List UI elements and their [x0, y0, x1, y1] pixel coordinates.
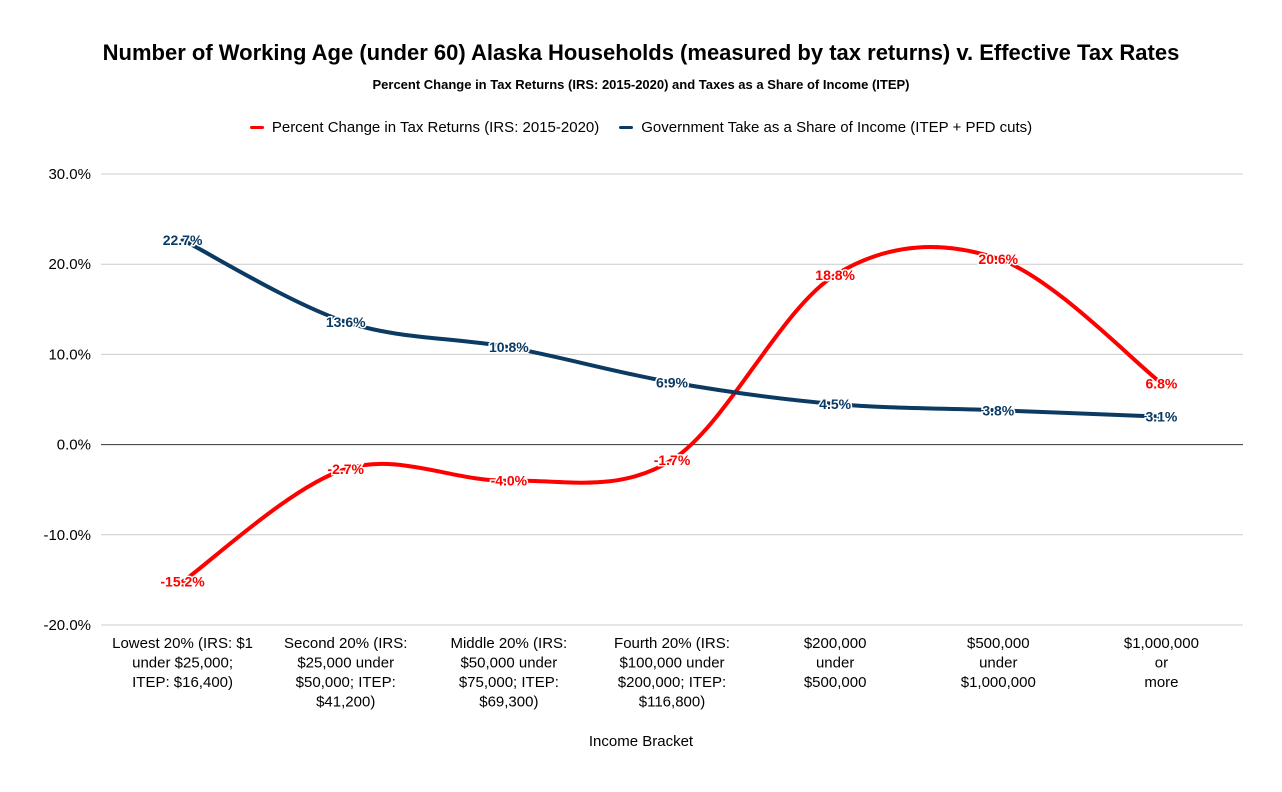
y-tick-label: 10.0% — [48, 346, 91, 363]
data-label-tax-returns: -1.7% — [654, 452, 691, 468]
y-tick-label: 0.0% — [57, 437, 91, 454]
x-tick-label-line: $500,000 — [967, 635, 1030, 652]
y-tick-label: 20.0% — [48, 256, 91, 273]
x-tick-label-line: $200,000 — [804, 635, 867, 652]
x-tick-label-line: or — [1155, 655, 1168, 672]
x-tick-label-line: $100,000 under — [619, 655, 724, 672]
x-tick-label-line: under — [979, 655, 1017, 672]
chart-title: Number of Working Age (under 60) Alaska … — [102, 40, 1180, 65]
data-label-government-take: 4.5% — [819, 396, 851, 412]
chart-subtitle: Percent Change in Tax Returns (IRS: 2015… — [372, 77, 910, 92]
y-tick-label: 30.0% — [48, 166, 91, 183]
x-tick-label-line: $50,000; ITEP: — [296, 674, 396, 691]
x-tick-label-line: under — [816, 655, 854, 672]
legend-item-tax-returns[interactable]: Percent Change in Tax Returns (IRS: 2015… — [249, 119, 600, 136]
x-tick-label-line: $500,000 — [804, 674, 867, 691]
data-label-tax-returns: 18.8% — [815, 267, 855, 283]
x-tick-label: Middle 20% (IRS: $50,000 under $75,000; IT… — [450, 635, 567, 711]
legend-swatch-tax-returns — [249, 126, 264, 129]
x-tick-label: $500,000 under $1,000,000 — [961, 635, 1036, 691]
series-line-tax-returns — [180, 245, 1164, 584]
x-tick-label-line: $75,000; ITEP: — [459, 674, 559, 691]
data-label-tax-returns: -15.2% — [160, 574, 205, 590]
data-label-government-take: 10.8% — [489, 339, 529, 355]
x-tick-label-line: $41,200) — [316, 694, 375, 711]
x-tick-label-line: $1,000,000 — [961, 674, 1036, 691]
legend-item-government-take[interactable]: Government Take as a Share of Income (IT… — [619, 119, 1032, 136]
x-tick-label: $200,000 under $500,000 — [804, 635, 867, 691]
data-label-government-take: 13.6% — [326, 314, 366, 330]
legend: Percent Change in Tax Returns (IRS: 2015… — [0, 119, 1282, 136]
data-label-tax-returns: 6.8% — [1145, 375, 1177, 391]
data-label-government-take: 6.9% — [656, 374, 688, 390]
data-label-government-take: 22.7% — [163, 232, 203, 248]
x-tick-label-line: $1,000,000 — [1124, 635, 1199, 652]
x-tick-label-line: Middle 20% (IRS: — [450, 635, 567, 652]
x-tick-label: $1,000,000 or more — [1124, 635, 1199, 691]
data-label-government-take: 3.8% — [982, 402, 1014, 418]
legend-label-government-take: Government Take as a Share of Income (IT… — [641, 119, 1033, 136]
x-axis-title: Income Bracket — [588, 733, 694, 750]
x-tick-label-line: $200,000; ITEP: — [618, 674, 726, 691]
x-tick-label-line: ITEP: $16,400) — [132, 674, 233, 691]
y-tick-label: -20.0% — [43, 617, 91, 634]
x-tick-label-line: Lowest 20% (IRS: $1 — [112, 635, 253, 652]
x-tick-label-line: $69,300) — [479, 694, 538, 711]
series-line-government-take — [180, 237, 1164, 419]
x-tick-label: Second 20% (IRS: $25,000 under $50,000; IT… — [284, 635, 407, 711]
data-label-tax-returns: -4.0% — [491, 473, 528, 489]
x-tick-label-line: $116,800) — [639, 694, 705, 711]
x-tick-label-line: Second 20% (IRS: — [284, 635, 407, 652]
data-label-tax-returns: 20.6% — [978, 251, 1018, 267]
data-label-tax-returns: -2.7% — [327, 461, 364, 477]
legend-swatch-government-take — [619, 126, 634, 129]
x-tick-label-line: under $25,000; — [132, 655, 233, 672]
legend-label-tax-returns: Percent Change in Tax Returns (IRS: 2015… — [271, 119, 600, 136]
x-tick-label: Lowest 20% (IRS: $1 under $25,000; ITEP: $… — [112, 635, 253, 691]
x-tick-label-line: more — [1144, 674, 1178, 691]
x-tick-label-line: $50,000 under — [460, 655, 557, 672]
x-tick-label: Fourth 20% (IRS: $100,000 under $200,000; … — [614, 635, 730, 711]
y-tick-label: -10.0% — [43, 527, 91, 544]
x-tick-label-line: Fourth 20% (IRS: — [614, 635, 730, 652]
x-tick-label-line: $25,000 under — [297, 655, 394, 672]
data-label-government-take: 3.1% — [1145, 409, 1177, 425]
